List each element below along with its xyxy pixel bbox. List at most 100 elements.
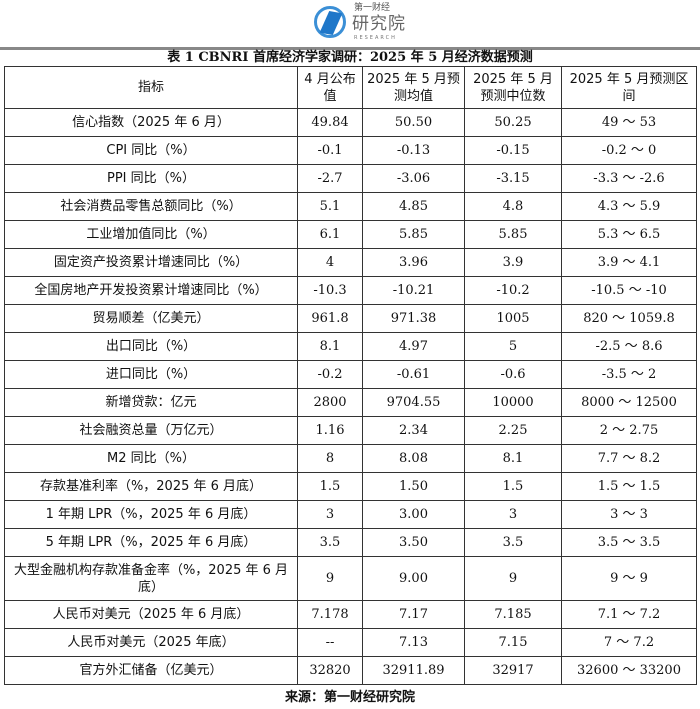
value-cell: 9704.55 [362, 388, 465, 417]
indicator-cell: 工业增加值同比（%） [4, 220, 298, 249]
value-cell: 8 [297, 444, 363, 473]
table-row: 社会融资总量（万亿元） 1.16 2.34 2.25 2 ～ 2.75 [4, 416, 697, 445]
value-cell: -0.1 [297, 136, 363, 165]
value-cell: 7.1 ～ 7.2 [561, 600, 697, 629]
value-cell: 8.08 [362, 444, 465, 473]
indicator-cell: 信心指数（2025 年 6 月） [4, 108, 298, 137]
logo-text: 研究院 [352, 14, 406, 34]
indicator-cell: 人民币对美元（2025 年底） [4, 628, 298, 657]
value-cell: 2.25 [464, 416, 562, 445]
indicator-cell: 1 年期 LPR（%，2025 年 6 月底） [4, 500, 298, 529]
value-cell: 9.00 [362, 556, 465, 601]
col-header: 指标 [4, 66, 298, 109]
value-cell: 5.85 [464, 220, 562, 249]
value-cell: 5.3 ～ 6.5 [561, 220, 697, 249]
value-cell: 9 [464, 556, 562, 601]
value-cell: -3.15 [464, 164, 562, 193]
value-cell: 3.5 [297, 528, 363, 557]
value-cell: 4.85 [362, 192, 465, 221]
value-cell: 1005 [464, 304, 562, 333]
value-cell: -0.13 [362, 136, 465, 165]
table-row: 社会消费品零售总额同比（%） 5.1 4.85 4.8 4.3 ～ 5.9 [4, 192, 697, 221]
indicator-cell: 进口同比（%） [4, 360, 298, 389]
value-cell: -3.06 [362, 164, 465, 193]
value-cell: 10000 [464, 388, 562, 417]
indicator-cell: 固定资产投资累计增速同比（%） [4, 248, 298, 277]
table-row: 存款基准利率（%，2025 年 6 月底） 1.5 1.50 1.5 1.5 ～ 1.5 [4, 472, 697, 501]
col-header: 2025 年 5 月预测区间 [561, 66, 697, 109]
value-cell: 8000 ～ 12500 [561, 388, 697, 417]
value-cell: 971.38 [362, 304, 465, 333]
value-cell: 2800 [297, 388, 363, 417]
table-row: 5 年期 LPR（%，2025 年 6 月底） 3.5 3.50 3.5 3.5 ～ 3… [4, 528, 697, 557]
value-cell: -0.6 [464, 360, 562, 389]
value-cell: -3.3 ～ -2.6 [561, 164, 697, 193]
value-cell: -10.2 [464, 276, 562, 305]
table-row: CPI 同比（%） -0.1 -0.13 -0.15 -0.2 ～ 0 [4, 136, 697, 165]
indicator-cell: 大型金融机构存款准备金率（%，2025 年 6 月底） [4, 556, 298, 601]
value-cell: 32820 [297, 656, 363, 685]
value-cell: 820 ～ 1059.8 [561, 304, 697, 333]
value-cell: 8.1 [297, 332, 363, 361]
table-row: 新增贷款：亿元 2800 9704.55 10000 8000 ～ 12500 [4, 388, 697, 417]
value-cell: -10.21 [362, 276, 465, 305]
value-cell: 3.5 ～ 3.5 [561, 528, 697, 557]
table-row: 固定资产投资累计增速同比（%） 4 3.96 3.9 3.9 ～ 4.1 [4, 248, 697, 277]
value-cell: 1.5 ～ 1.5 [561, 472, 697, 501]
divider [0, 47, 700, 50]
value-cell: 3.00 [362, 500, 465, 529]
value-cell: 3.9 ～ 4.1 [561, 248, 697, 277]
indicator-cell: 出口同比（%） [4, 332, 298, 361]
logo-mark-icon [314, 6, 346, 38]
value-cell: -0.61 [362, 360, 465, 389]
table-row: 人民币对美元（2025 年 6 月底） 7.178 7.17 7.185 7.1 ～ 7… [4, 600, 697, 629]
indicator-cell: 官方外汇储备（亿美元） [4, 656, 298, 685]
value-cell: 1.16 [297, 416, 363, 445]
forecast-table: 指标 4 月公布值 2025 年 5 月预测均值 2025 年 5 月预测中位数… [4, 66, 697, 685]
value-cell: 5.1 [297, 192, 363, 221]
table-row: 人民币对美元（2025 年底） -- 7.13 7.15 7 ～ 7.2 [4, 628, 697, 657]
value-cell: 7.17 [362, 600, 465, 629]
header-row: 指标 4 月公布值 2025 年 5 月预测均值 2025 年 5 月预测中位数… [4, 66, 697, 109]
value-cell: 1.5 [464, 472, 562, 501]
indicator-cell: 人民币对美元（2025 年 6 月底） [4, 600, 298, 629]
value-cell: -2.7 [297, 164, 363, 193]
value-cell: 7.15 [464, 628, 562, 657]
value-cell: 2.34 [362, 416, 465, 445]
value-cell: 7.7 ～ 8.2 [561, 444, 697, 473]
table-row: 信心指数（2025 年 6 月） 49.84 50.50 50.25 49 ～ 53 [4, 108, 697, 137]
value-cell: 32600 ～ 33200 [561, 656, 697, 685]
value-cell: 5 [464, 332, 562, 361]
value-cell: 3 [297, 500, 363, 529]
value-cell: 3.50 [362, 528, 465, 557]
value-cell: -- [297, 628, 363, 657]
value-cell: 32917 [464, 656, 562, 685]
value-cell: 4.3 ～ 5.9 [561, 192, 697, 221]
table-row: 进口同比（%） -0.2 -0.61 -0.6 -3.5 ～ 2 [4, 360, 697, 389]
value-cell: 3 ～ 3 [561, 500, 697, 529]
table-row: 全国房地产开发投资累计增速同比（%） -10.3 -10.21 -10.2 -10.5 … [4, 276, 697, 305]
value-cell: -2.5 ～ 8.6 [561, 332, 697, 361]
value-cell: 7.185 [464, 600, 562, 629]
value-cell: 9 [297, 556, 363, 601]
value-cell: -0.2 ～ 0 [561, 136, 697, 165]
col-header: 2025 年 5 月预测中位数 [464, 66, 562, 109]
indicator-cell: M2 同比（%） [4, 444, 298, 473]
value-cell: 8.1 [464, 444, 562, 473]
table-row: PPI 同比（%） -2.7 -3.06 -3.15 -3.3 ～ -2.6 [4, 164, 697, 193]
value-cell: 4 [297, 248, 363, 277]
indicator-cell: 新增贷款：亿元 [4, 388, 298, 417]
table-title: 表 1 CBNRI 首席经济学家调研：2025 年 5 月经济数据预测 [167, 50, 533, 65]
col-header: 2025 年 5 月预测均值 [362, 66, 465, 109]
value-cell: 1.5 [297, 472, 363, 501]
value-cell: 49 ～ 53 [561, 108, 697, 137]
indicator-cell: 5 年期 LPR（%，2025 年 6 月底） [4, 528, 298, 557]
indicator-cell: 全国房地产开发投资累计增速同比（%） [4, 276, 298, 305]
value-cell: 7.13 [362, 628, 465, 657]
value-cell: -3.5 ～ 2 [561, 360, 697, 389]
table-row: 贸易顺差（亿美元） 961.8 971.38 1005 820 ～ 1059.8 [4, 304, 697, 333]
value-cell: 3 [464, 500, 562, 529]
value-cell: 50.50 [362, 108, 465, 137]
value-cell: 3.5 [464, 528, 562, 557]
value-cell: 1.50 [362, 472, 465, 501]
